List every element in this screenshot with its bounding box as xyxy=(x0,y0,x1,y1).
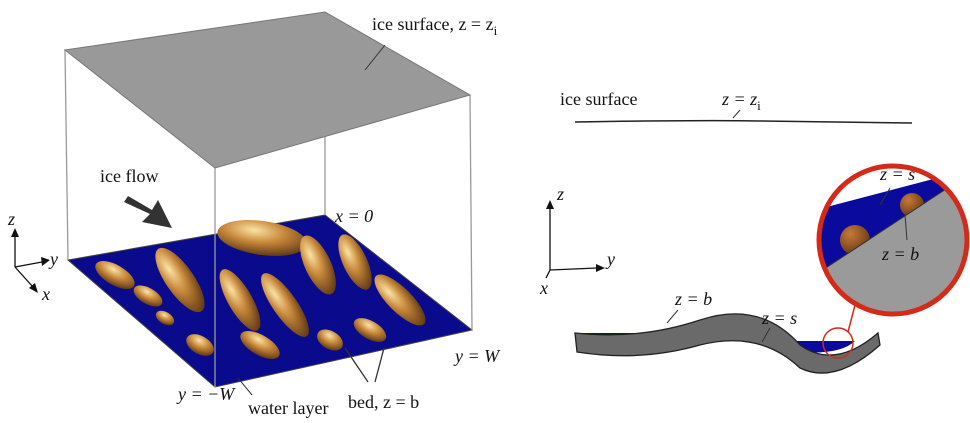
bump xyxy=(95,261,135,289)
arrowhead xyxy=(29,283,38,293)
bump xyxy=(353,318,387,342)
leader xyxy=(761,327,771,343)
right-axes xyxy=(545,200,605,279)
right-panel: ice surface z = zi z y x z = b z = s xyxy=(539,89,970,374)
axis-x xyxy=(545,269,551,279)
bed xyxy=(574,313,881,374)
bump xyxy=(300,235,336,295)
axis-x xyxy=(14,266,34,288)
inset-border xyxy=(816,163,970,317)
left-axes xyxy=(11,228,50,293)
ice-flow-label: ice flow xyxy=(100,166,158,186)
leader xyxy=(374,347,385,383)
axis-y xyxy=(549,267,598,271)
bump xyxy=(338,234,372,290)
ice-flow-arrow xyxy=(124,196,172,228)
bump xyxy=(374,274,426,326)
x-zero-label: x = 0 xyxy=(334,206,373,226)
axis-z-label: z xyxy=(7,209,15,229)
inset-water-surface-label: z = s xyxy=(879,164,915,184)
leader xyxy=(364,44,386,71)
bed-bumps xyxy=(95,220,426,359)
ice-surface-eq: z = zi xyxy=(721,89,761,113)
inset-bump xyxy=(950,170,967,194)
axis-y xyxy=(14,261,43,268)
bump xyxy=(219,269,261,331)
left-panel: ice surface, z = zi ice flow x = 0 y = W… xyxy=(7,11,501,418)
inset-bed-label: z = b xyxy=(881,244,919,264)
inset xyxy=(819,166,967,314)
label-text: ice surface, z = z xyxy=(372,14,494,34)
label-subscript: i xyxy=(494,23,498,38)
axis-x-label: x xyxy=(41,284,50,304)
ice-surface-line xyxy=(574,119,913,124)
arrowhead xyxy=(11,228,19,237)
zoom-marker xyxy=(822,327,854,359)
bump xyxy=(155,310,175,326)
bed-label: z = b xyxy=(674,289,712,309)
y-w-label: y = W xyxy=(453,346,501,366)
axis-y-label: y xyxy=(605,249,615,269)
axis-x-label: x xyxy=(539,278,548,298)
leader xyxy=(344,347,369,383)
label-text: z = z xyxy=(721,89,757,109)
water-surface-label: z = s xyxy=(761,308,797,328)
bump xyxy=(240,331,280,359)
leader xyxy=(879,187,891,206)
axis-y-label: y xyxy=(48,249,58,269)
leader xyxy=(904,214,908,241)
ice-surface-label: ice surface, z = zi xyxy=(372,14,498,38)
bump xyxy=(261,273,309,337)
leader xyxy=(666,309,679,324)
box-edge xyxy=(469,94,473,331)
bump xyxy=(155,247,205,313)
bump xyxy=(217,220,307,256)
inset-bed xyxy=(819,169,967,314)
arrowhead xyxy=(41,257,50,266)
water-layer-label: water layer xyxy=(248,398,328,418)
ice-surface-label: ice surface xyxy=(560,89,637,109)
bump xyxy=(317,329,343,351)
leader xyxy=(732,109,741,119)
bump xyxy=(186,334,214,356)
arrowhead xyxy=(546,200,554,209)
arrowhead xyxy=(596,264,605,272)
bump xyxy=(133,285,163,307)
axis-z-label: z xyxy=(556,184,564,204)
label-subscript: i xyxy=(757,98,761,113)
bed-label: bed, z = b xyxy=(348,392,419,412)
leader xyxy=(237,377,253,396)
y-minus-w-label: y = −W xyxy=(176,384,236,404)
ice-surface xyxy=(63,11,472,169)
box-edge xyxy=(64,49,69,261)
zoom-connector xyxy=(847,304,856,333)
